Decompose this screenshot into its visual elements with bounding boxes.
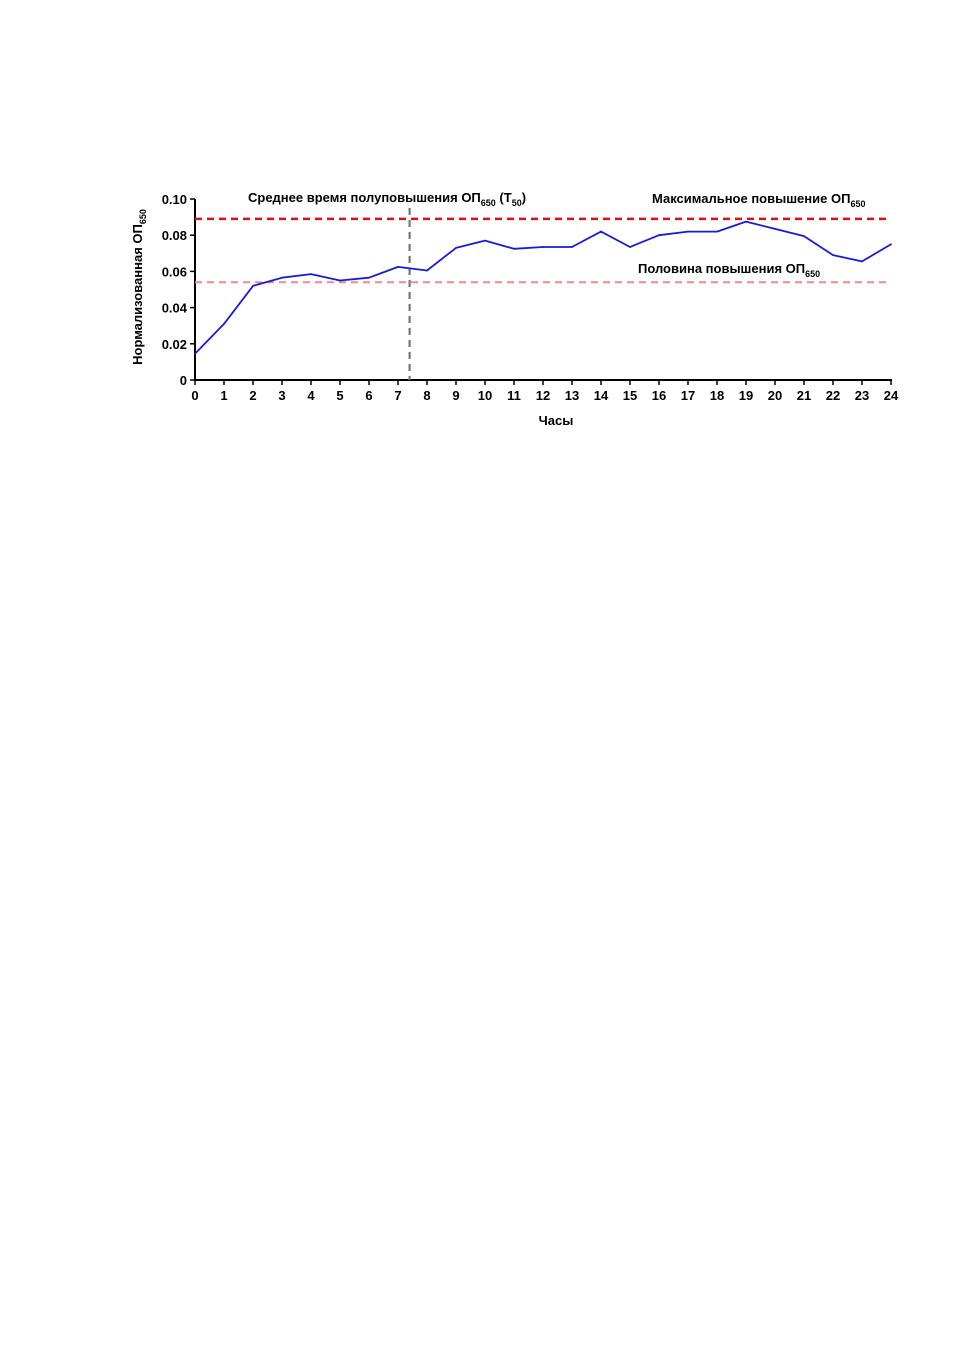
x-tick-label: 0 (191, 388, 198, 403)
data-point (571, 246, 573, 248)
data-point (252, 284, 254, 287)
x-tick-label: 10 (478, 388, 492, 403)
y-tick-label: 0.08 (162, 228, 187, 243)
y-tick-label: 0.10 (162, 192, 187, 207)
annotation-max-rise: Максимальное повышение ОП650 (652, 191, 865, 209)
x-tick-label: 3 (278, 388, 285, 403)
y-tick-label: 0 (180, 373, 187, 388)
y-tick-label: 0.06 (162, 264, 187, 279)
annotation-half-rise: Половина повышения ОП650 (638, 261, 820, 279)
data-point (658, 234, 660, 237)
annotation-t50: Среднее время полуповышения ОП650 (T50) (248, 190, 526, 208)
x-tick-label: 13 (565, 388, 579, 403)
data-point (223, 322, 225, 325)
data-point (455, 246, 457, 249)
reference-lines (195, 208, 891, 380)
data-series (194, 220, 892, 355)
x-tick-label: 24 (884, 388, 899, 403)
y-axis-label: Нормализованная ОП650 (130, 209, 148, 365)
data-point (484, 239, 486, 242)
x-tick-label: 4 (307, 388, 315, 403)
data-point (774, 227, 776, 230)
data-point (397, 265, 399, 268)
data-point (832, 254, 834, 257)
data-point (861, 260, 863, 263)
x-tick-label: 6 (365, 388, 372, 403)
data-point (194, 352, 196, 355)
x-axis-label: Часы (539, 413, 574, 428)
data-point (542, 246, 544, 248)
x-tick-label: 17 (681, 388, 695, 403)
chart-axes (194, 199, 892, 381)
data-point (890, 243, 892, 246)
data-point (629, 246, 631, 248)
data-point (600, 230, 602, 233)
data-point (745, 220, 747, 223)
x-tick-label: 9 (452, 388, 459, 403)
series-line (194, 220, 892, 355)
x-tick-label: 8 (423, 388, 430, 403)
x-tick-label: 20 (768, 388, 782, 403)
y-tick-label: 0.04 (162, 301, 188, 316)
y-tick-label: 0.02 (162, 337, 187, 352)
x-tick-label: 1 (220, 388, 227, 403)
x-tick-label: 11 (507, 388, 521, 403)
data-point (281, 276, 283, 279)
x-tick-label: 12 (536, 388, 550, 403)
data-point (716, 230, 718, 233)
data-point (339, 279, 341, 282)
data-point (803, 235, 805, 238)
x-tick-label: 16 (652, 388, 666, 403)
x-tick-label: 21 (797, 388, 811, 403)
x-tick-label: 7 (394, 388, 401, 403)
x-tick-label: 15 (623, 388, 637, 403)
data-point (513, 247, 515, 250)
data-point (687, 230, 689, 233)
x-tick-label: 23 (855, 388, 869, 403)
y-axis-ticks: 0 0.02 0.04 0.06 0.08 0.10 (162, 192, 195, 388)
x-tick-label: 22 (826, 388, 840, 403)
x-axis-ticks: 0 1 2 3 4 5 6 7 8 9 10 11 12 13 14 15 16 17 18 19 20 21 22 23 24 (191, 380, 899, 403)
x-tick-label: 2 (249, 388, 256, 403)
x-tick-label: 14 (594, 388, 609, 403)
x-tick-label: 18 (710, 388, 724, 403)
data-point (426, 269, 428, 272)
x-tick-label: 5 (336, 388, 343, 403)
data-point (310, 273, 312, 276)
x-tick-label: 19 (739, 388, 753, 403)
data-point (368, 276, 370, 279)
